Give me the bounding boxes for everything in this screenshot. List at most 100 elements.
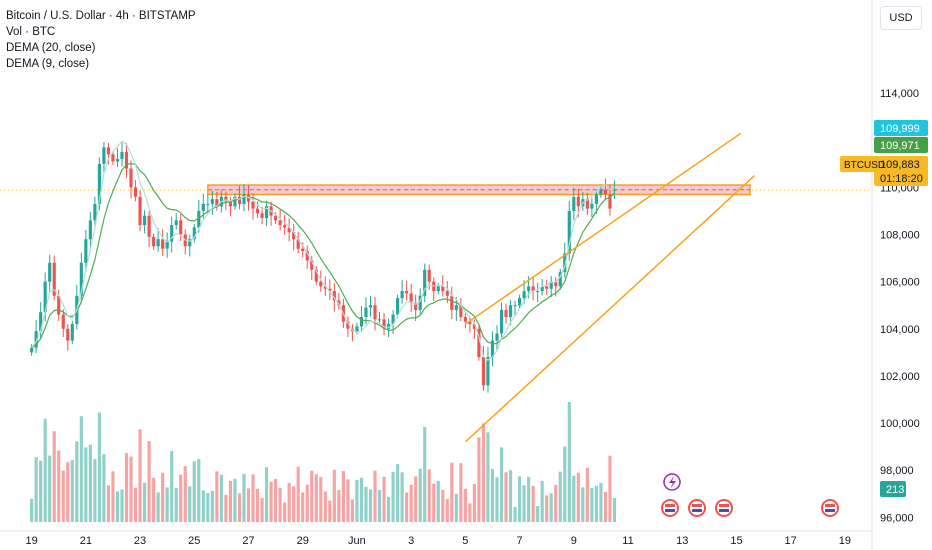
candle-body: [233, 196, 237, 207]
high-price-label: 109,999: [880, 123, 920, 135]
candle-body: [251, 201, 255, 209]
volume-bar: [323, 491, 327, 522]
candle-body: [603, 189, 608, 195]
volume-bar: [599, 482, 603, 522]
candle-body: [111, 154, 115, 162]
volume-bar: [30, 498, 34, 522]
x-tick-label: 27: [242, 535, 254, 547]
dema-price-label: 109,971: [880, 140, 920, 152]
candle-body: [66, 328, 70, 341]
volume-bar: [269, 481, 273, 522]
volume-bar: [255, 488, 260, 522]
us-flag-icon: [715, 499, 733, 517]
volume-bar: [414, 476, 418, 522]
candle-body: [246, 194, 251, 202]
volume-label: 213: [886, 484, 904, 496]
candle-body: [115, 159, 120, 162]
volume-bar: [346, 479, 350, 522]
candle-body: [364, 307, 368, 317]
volume-bar: [233, 478, 237, 522]
volume-bar: [133, 487, 138, 522]
candle-body: [405, 291, 409, 294]
candle-body: [477, 328, 481, 358]
volume-bar: [287, 482, 291, 522]
y-tick-label: 106,000: [880, 277, 920, 289]
candle-body: [296, 239, 300, 249]
candle-body: [508, 305, 513, 317]
volume-bar: [88, 444, 92, 522]
candle-body: [545, 286, 549, 289]
volume-bar: [106, 485, 111, 522]
candle-body: [30, 347, 34, 353]
candle-body: [368, 305, 373, 308]
volume-bar: [377, 490, 382, 522]
volume-bar: [111, 471, 115, 522]
currency-button[interactable]: USD: [880, 6, 922, 30]
volume-bar: [57, 450, 61, 522]
volume-bar: [328, 500, 332, 522]
volume-bar: [310, 470, 314, 522]
volume-bar: [522, 485, 526, 522]
x-tick-label: 3: [408, 535, 414, 547]
candle-body: [536, 291, 540, 293]
candle-body: [540, 286, 544, 292]
y-tick-label: 98,000: [880, 465, 914, 477]
candle-body: [228, 201, 233, 207]
volume-bar: [93, 459, 97, 522]
volume-bar: [341, 471, 345, 522]
volume-bar: [152, 477, 156, 522]
volume-bar: [513, 507, 517, 522]
volume-bar: [545, 495, 549, 522]
candle-body: [468, 321, 472, 325]
candle-body: [323, 286, 327, 289]
candle-body: [567, 210, 571, 254]
volume-bar: [201, 490, 205, 522]
volume-bar: [445, 498, 449, 522]
candle-body: [495, 333, 499, 341]
volume-bar: [246, 488, 251, 522]
candle-body: [386, 324, 391, 329]
volume-bar: [463, 488, 467, 522]
volume-bar: [603, 491, 608, 522]
volume-bar: [405, 492, 409, 522]
candle-body: [377, 319, 382, 321]
volume-bar: [215, 471, 219, 522]
volume-bar: [608, 455, 612, 522]
candle-body: [554, 281, 558, 287]
volume-bar: [79, 416, 83, 522]
volume-bar: [120, 489, 124, 522]
volume-bar: [355, 479, 359, 522]
candle-body: [197, 210, 201, 228]
x-tick-label: 17: [785, 535, 797, 547]
candle-body: [314, 269, 318, 282]
volume-bar: [43, 418, 47, 522]
candle-body: [522, 291, 526, 299]
volume-bar: [585, 467, 589, 522]
us-flag-icon-stripe: [665, 509, 675, 512]
volume-bar: [572, 475, 576, 522]
candle-body: [174, 220, 178, 226]
candle-body: [590, 203, 594, 209]
volume-bar: [436, 480, 440, 522]
volume-bar: [66, 462, 70, 522]
candle-body: [292, 232, 296, 240]
volume-bar: [264, 467, 269, 522]
volume-bar: [364, 486, 368, 522]
candle-body: [287, 227, 291, 233]
volume-bar: [581, 487, 585, 522]
volume-bar: [332, 469, 336, 522]
y-tick-label: 96,000: [880, 512, 914, 524]
volume-bar: [472, 483, 476, 522]
volume-bar: [400, 472, 404, 522]
volume-bar: [179, 474, 183, 522]
candle-body: [165, 241, 169, 249]
candle-body: [427, 269, 431, 282]
volume-bar: [301, 492, 305, 522]
candle-body: [133, 187, 138, 197]
x-tick-label: 25: [188, 535, 200, 547]
candle-body: [124, 152, 129, 169]
volume-bar: [554, 484, 558, 522]
candle-body: [156, 239, 160, 247]
candle-body: [301, 248, 305, 252]
